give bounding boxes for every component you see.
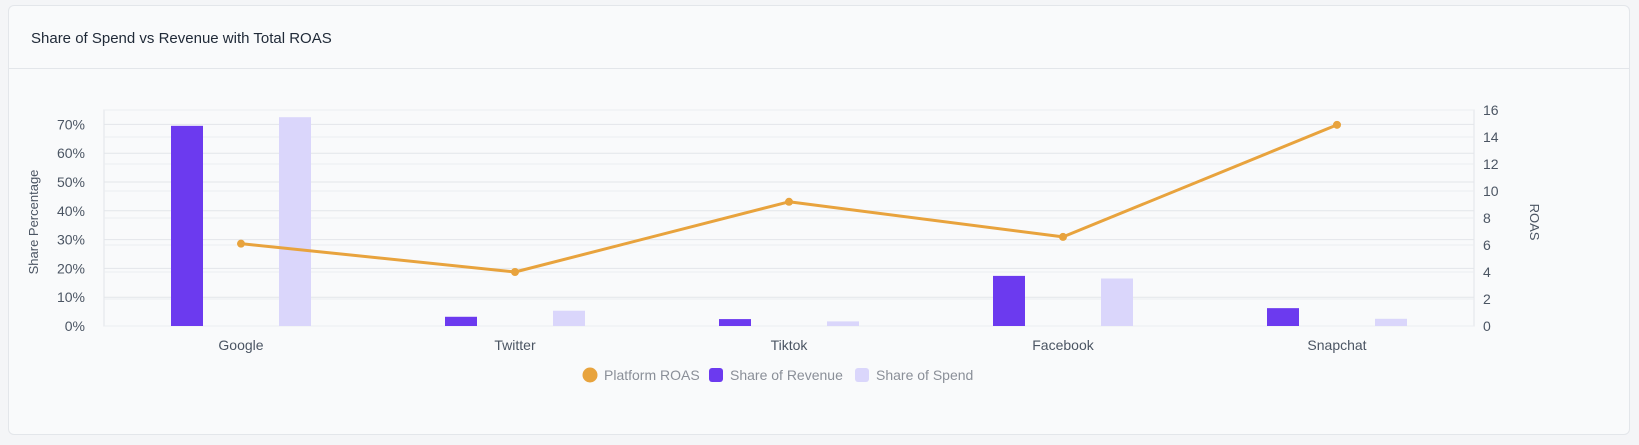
bar-share-of-spend — [827, 321, 859, 326]
y-axis-title: Share Percentage — [26, 170, 41, 275]
y2-tick-label: 6 — [1483, 237, 1491, 253]
bar-share-of-spend — [279, 117, 311, 326]
bar-share-of-revenue — [993, 275, 1025, 326]
point-platform-roas — [1333, 120, 1341, 129]
y2-tick-label: 8 — [1483, 210, 1491, 226]
card-header: Share of Spend vs Revenue with Total ROA… — [9, 6, 1629, 69]
axes: 0% 10% 20% 30% 40% 50% 60% 70% 0 2 4 6 8 10 12 14 16 Shar… — [26, 102, 1542, 353]
y-tick-label: 20% — [57, 260, 85, 276]
x-tick-label: Facebook — [1032, 337, 1094, 353]
legend-label-share-of-revenue: Share of Revenue — [730, 367, 843, 383]
chart-card: Share of Spend vs Revenue with Total ROA… — [8, 5, 1630, 435]
y-tick-label: 40% — [57, 203, 85, 219]
point-platform-roas — [785, 197, 793, 206]
y-tick-label: 50% — [57, 174, 85, 190]
legend-label-share-of-spend: Share of Spend — [876, 367, 973, 383]
y2-tick-label: 12 — [1483, 156, 1499, 172]
y2-tick-label: 10 — [1483, 183, 1499, 199]
chart-title: Share of Spend vs Revenue with Total ROA… — [31, 30, 332, 47]
x-tick-label: Snapchat — [1307, 337, 1366, 353]
y2-tick-label: 14 — [1483, 129, 1499, 145]
x-tick-label: Tiktok — [771, 337, 809, 353]
bar-share-of-revenue — [1267, 308, 1299, 326]
point-platform-roas — [1059, 232, 1067, 241]
legend-marker-platform-roas — [582, 367, 598, 383]
bar-share-of-revenue — [445, 316, 477, 326]
y-tick-label: 10% — [57, 289, 85, 305]
x-tick-label: Twitter — [494, 337, 536, 353]
bar-share-of-revenue — [171, 125, 203, 326]
bar-share-of-spend — [553, 310, 585, 326]
y2-tick-label: 4 — [1483, 264, 1491, 280]
y-tick-label: 60% — [57, 145, 85, 161]
legend-marker-share-of-revenue — [709, 368, 723, 382]
y2-tick-label: 2 — [1483, 291, 1491, 307]
y-tick-label: 30% — [57, 232, 85, 248]
bar-share-of-spend — [1101, 278, 1133, 326]
y2-axis-title: ROAS — [1527, 204, 1542, 241]
combo-chart: 0% 10% 20% 30% 40% 50% 60% 70% 0 2 4 6 8 10 12 14 16 Shar… — [26, 102, 1542, 383]
point-platform-roas — [511, 268, 519, 276]
legend: Platform ROAS Share of Revenue Share of Sp… — [582, 367, 973, 383]
bar-share-of-revenue — [719, 319, 751, 326]
y2-tick-label: 0 — [1483, 318, 1491, 334]
bar-share-of-spend — [1375, 318, 1407, 326]
y-tick-label: 0% — [65, 318, 85, 334]
legend-marker-share-of-spend — [855, 368, 869, 382]
legend-label-platform-roas: Platform ROAS — [604, 367, 700, 383]
y-tick-label: 70% — [57, 116, 85, 132]
point-platform-roas — [237, 239, 245, 248]
bar-series — [171, 117, 1407, 326]
y2-tick-label: 16 — [1483, 102, 1499, 118]
line-series — [237, 120, 1341, 276]
grid-lines — [103, 109, 1475, 327]
x-tick-label: Google — [218, 337, 263, 353]
